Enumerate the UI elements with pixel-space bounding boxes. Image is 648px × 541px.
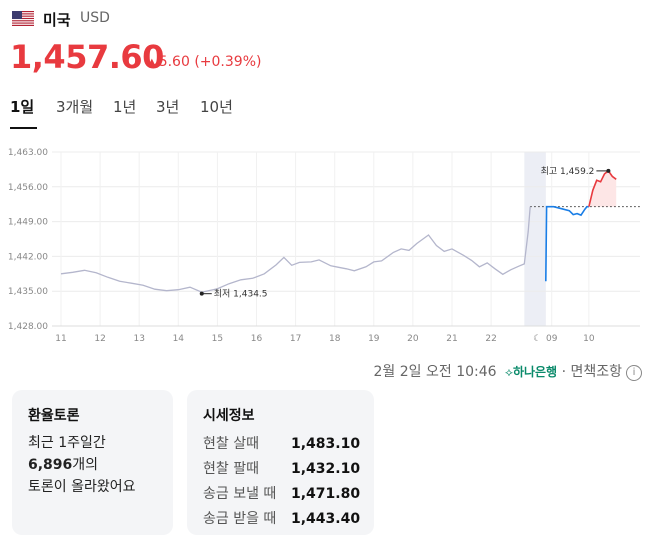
y-tick-label: 1,463.00 (8, 148, 48, 158)
high-annotation: 최고 1,459.2 (541, 166, 611, 177)
x-tick-label: 14 (173, 334, 185, 344)
rate-value: 1,471.80 (291, 486, 361, 502)
discussion-card[interactable]: 환율토론 최근 1주일간 6,896개의 토론이 올라왔어요 (12, 390, 173, 535)
today-down-series-line (545, 205, 589, 282)
price-change: ▲ 5.60 (+0.39%) (148, 54, 261, 70)
night-session-band (524, 152, 546, 326)
rate-value: 1,443.40 (291, 511, 361, 527)
x-tick-label: 10 (583, 334, 595, 344)
y-tick-label: 1,449.00 (8, 218, 48, 228)
currency-name: 미국 (43, 11, 71, 29)
timestamp: 2월 2일 오전 10:46 (373, 364, 497, 380)
chart-grid (52, 151, 640, 327)
low-label: 최저 1,434.5 (214, 289, 268, 300)
rate-row: 송금 보낼 때 1,471.80 (203, 483, 360, 503)
price-change-value: 5.60 (+0.39%) (158, 54, 262, 70)
market-info-card[interactable]: 시세정보 현찰 살때 1,483.10 현찰 팔때 1,432.10 송금 보낼 때… (187, 390, 374, 535)
active-tab-indicator (10, 127, 37, 129)
us-flag-icon (12, 11, 34, 26)
history-series-line (60, 206, 531, 293)
rate-label: 송금 보낼 때 (203, 486, 277, 502)
rise-area-fill (588, 170, 617, 207)
y-tick-label: 1,428.00 (8, 322, 48, 332)
separator: · (561, 364, 567, 380)
x-axis-ticks: 11 12 13 14 15 16 17 18 19 20 21 22 09 10 (55, 334, 595, 344)
rate-row: 송금 받을 때 1,443.40 (203, 508, 360, 528)
current-price: 1,457.60 (10, 38, 164, 76)
rate-value: 1,483.10 (291, 436, 361, 452)
discussion-body: 최근 1주일간 6,896개의 토론이 올라왔어요 (28, 432, 136, 498)
rate-row: 현찰 살때 1,483.10 (203, 433, 360, 453)
high-marker (606, 168, 611, 173)
rate-label: 현찰 팔때 (203, 461, 259, 477)
y-tick-label: 1,435.00 (8, 287, 48, 297)
y-tick-label: 1,442.00 (8, 252, 48, 262)
tab-3m[interactable]: 3개월 (56, 98, 94, 116)
x-tick-label: 15 (212, 334, 223, 344)
bank-name: 하나은행 (512, 365, 558, 379)
x-tick-label: 19 (368, 334, 380, 344)
x-tick-label: 18 (329, 334, 341, 344)
low-annotation: 최저 1,434.5 (199, 289, 268, 300)
today-up-series-line (588, 169, 617, 207)
tab-3y[interactable]: 3년 (156, 98, 180, 116)
high-label: 최고 1,459.2 (541, 166, 595, 177)
discussion-title: 환율토론 (28, 408, 80, 424)
low-marker (199, 291, 204, 296)
x-tick-label: 16 (251, 334, 263, 344)
y-axis-ticks: 1,463.00 1,456.00 1,449.00 1,442.00 1,435.00… (8, 148, 48, 332)
discussion-text: 토론이 올라왔어요 (28, 479, 136, 495)
x-tick-label: 22 (485, 334, 496, 344)
moon-icon: ☾ (533, 334, 541, 344)
rate-row: 현찰 팔때 1,432.10 (203, 458, 360, 478)
discussion-count-suffix: 개의 (72, 457, 99, 473)
tab-10y[interactable]: 10년 (200, 98, 233, 116)
discussion-count: 6,896 (28, 457, 73, 473)
tab-1y[interactable]: 1년 (113, 98, 137, 116)
info-icon[interactable]: i (626, 365, 642, 381)
discussion-count-line: 6,896개의 (28, 454, 136, 476)
x-tick-label: 09 (546, 334, 558, 344)
x-tick-label: 13 (133, 334, 144, 344)
x-tick-label: 20 (407, 334, 419, 344)
y-tick-label: 1,456.00 (8, 183, 48, 193)
currency-code: USD (80, 10, 110, 26)
market-info-title: 시세정보 (203, 408, 255, 424)
x-tick-label: 17 (290, 334, 301, 344)
tab-1d[interactable]: 1일 (10, 98, 35, 116)
up-arrow-icon: ▲ (148, 57, 156, 68)
disclaimer-link[interactable]: 면책조항 (570, 364, 622, 380)
source-info: 2월 2일 오전 10:46 ⟡하나은행 · 면책조항 i (374, 361, 642, 381)
discussion-period: 최근 1주일간 (28, 435, 106, 451)
rate-label: 송금 받을 때 (203, 511, 277, 527)
x-tick-label: 12 (94, 334, 105, 344)
x-tick-label: 21 (446, 334, 457, 344)
exchange-rate-chart[interactable]: 1,463.00 1,456.00 1,449.00 1,442.00 1,435.00… (0, 140, 648, 352)
x-tick-label: 11 (55, 334, 66, 344)
rate-label: 현찰 살때 (203, 436, 259, 452)
rate-value: 1,432.10 (291, 461, 361, 477)
hana-bank-logo-icon: ⟡ (505, 365, 513, 379)
